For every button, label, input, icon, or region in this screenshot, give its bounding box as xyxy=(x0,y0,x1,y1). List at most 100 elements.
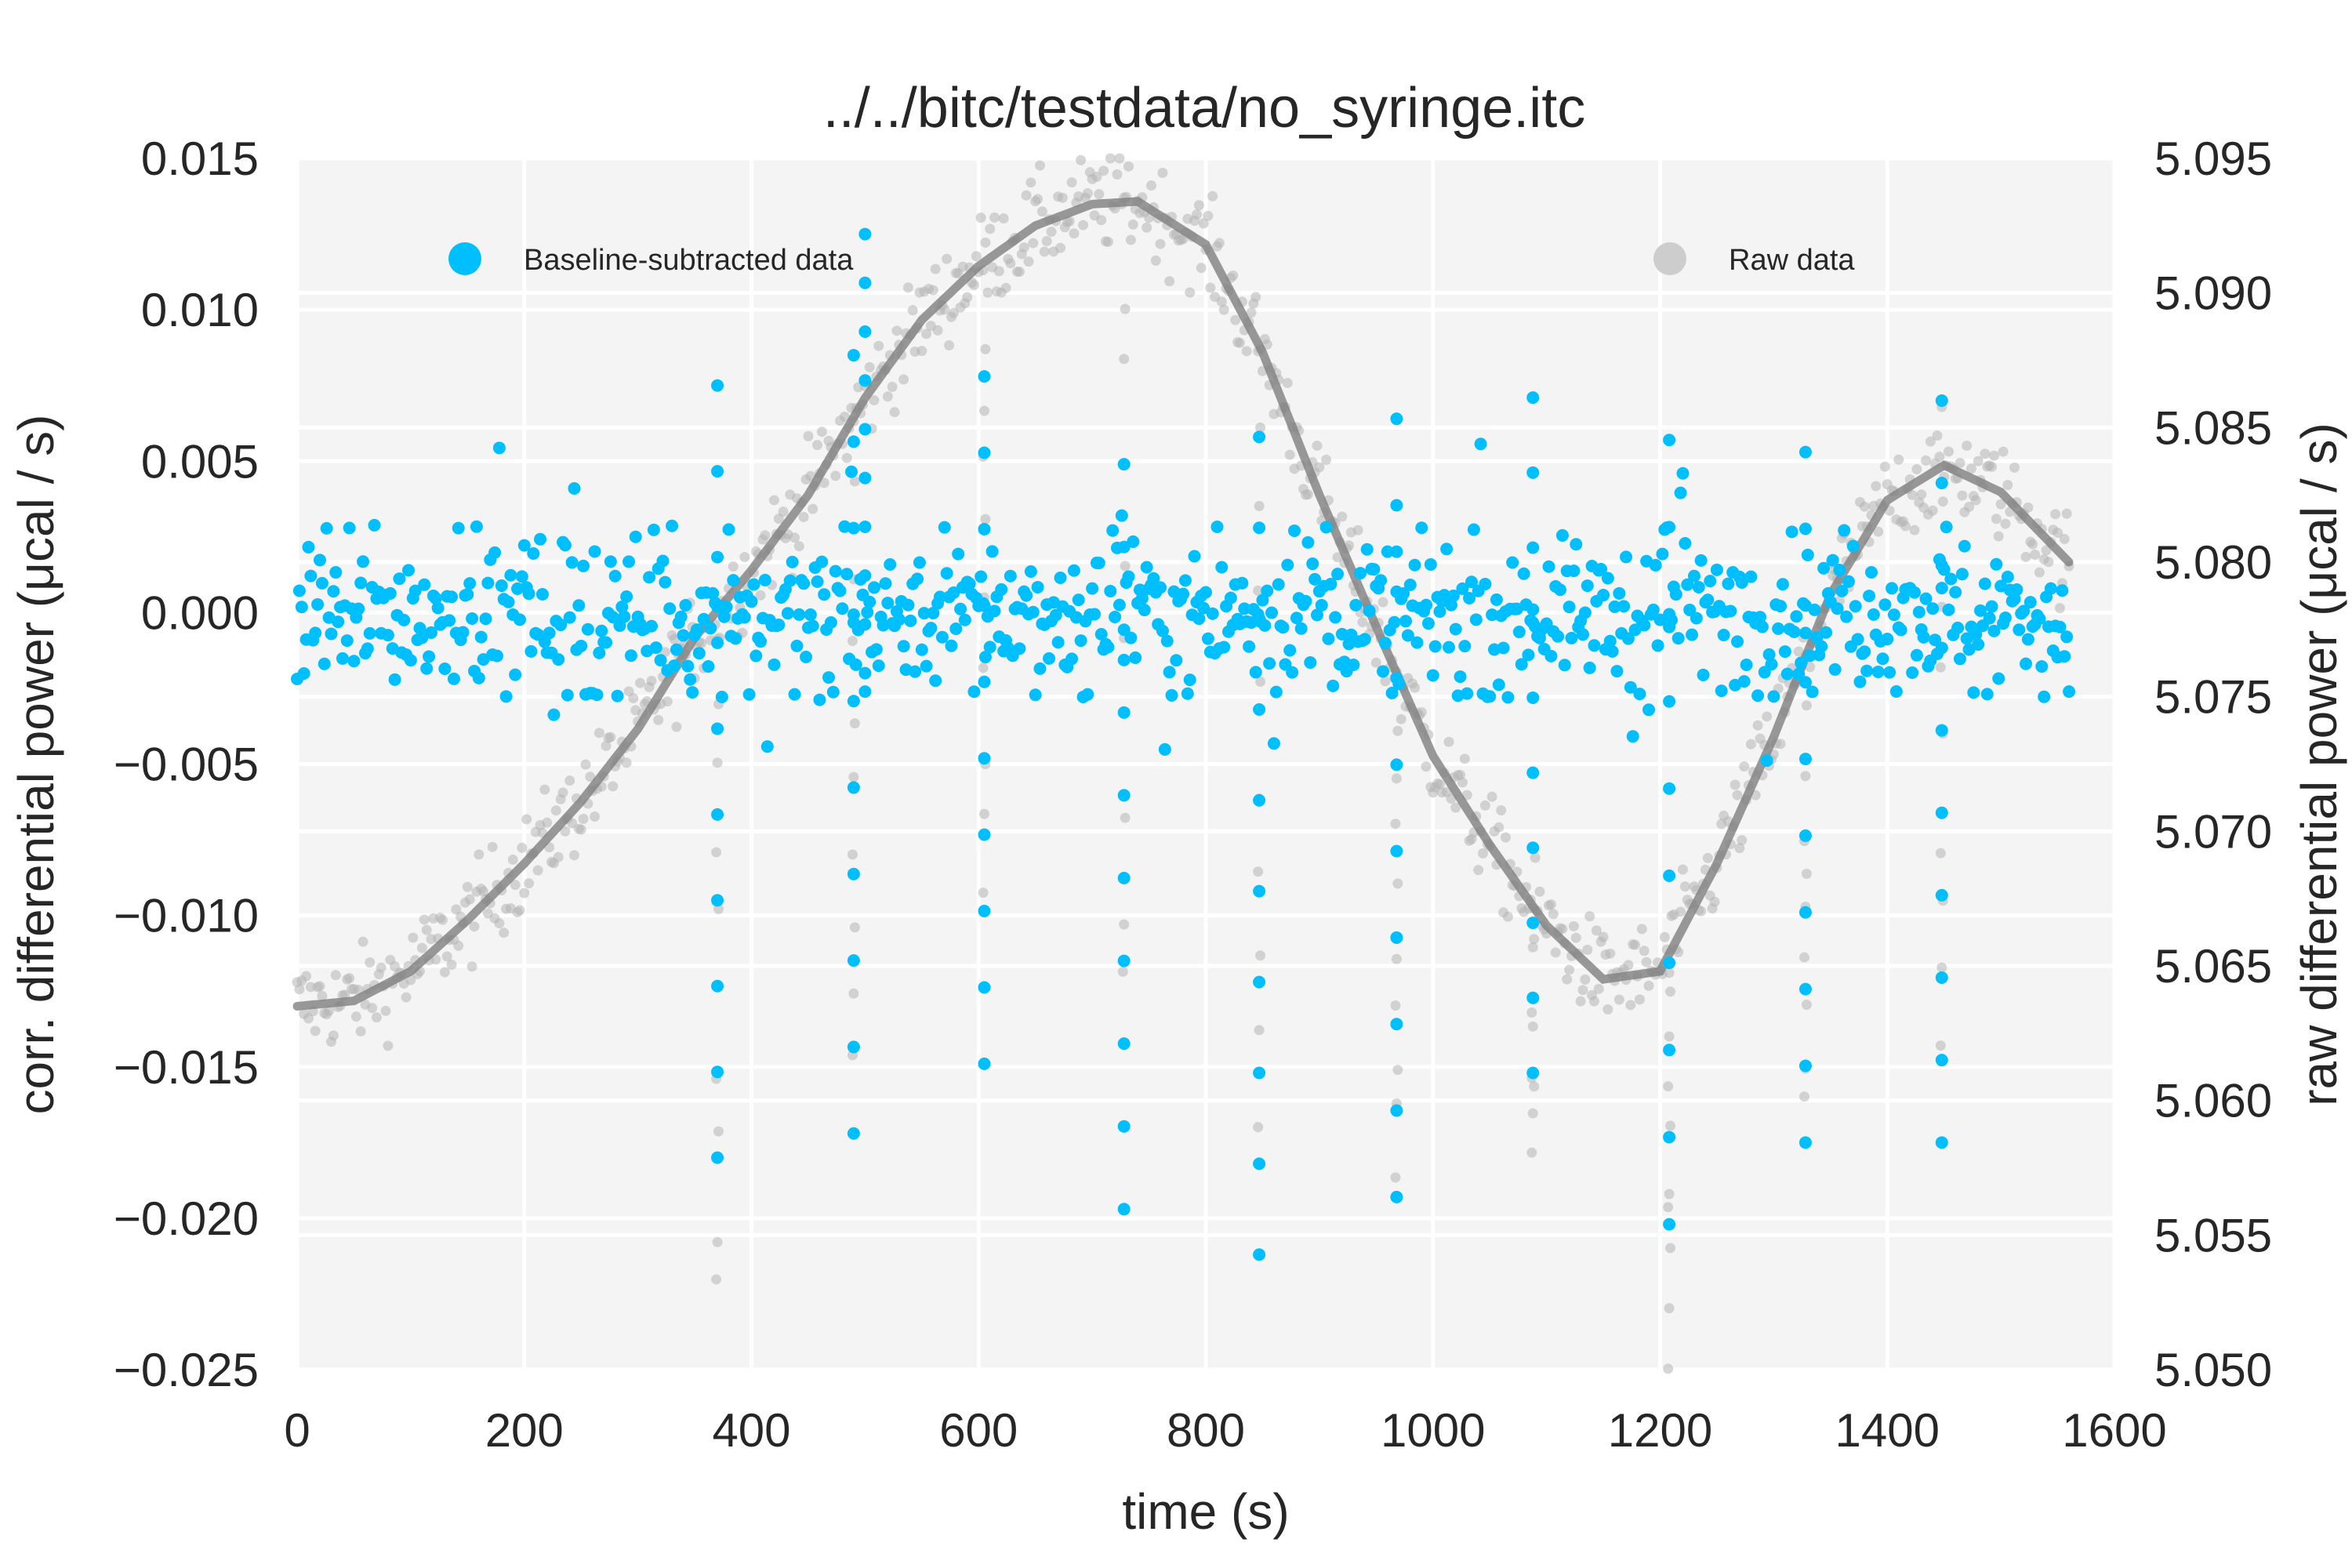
raw-data-point xyxy=(532,865,543,876)
raw-data-point xyxy=(1529,934,1540,945)
baseline-subtracted-point xyxy=(340,634,354,648)
raw-data-point xyxy=(1737,835,1748,846)
baseline-subtracted-point xyxy=(1663,1218,1676,1231)
baseline-subtracted-point xyxy=(1795,656,1808,670)
raw-data-point xyxy=(1739,761,1750,772)
baseline-subtracted-point xyxy=(1790,610,1803,623)
raw-data-point xyxy=(593,728,604,739)
baseline-subtracted-point xyxy=(677,629,690,642)
baseline-subtracted-point xyxy=(715,691,728,704)
baseline-subtracted-point xyxy=(978,981,991,994)
baseline-subtracted-point xyxy=(872,659,885,673)
baseline-subtracted-point xyxy=(659,575,672,589)
raw-data-point xyxy=(1253,1122,1264,1133)
raw-data-point xyxy=(1254,1025,1265,1036)
baseline-subtracted-point xyxy=(988,604,1001,618)
y2-tick-label: 5.070 xyxy=(2154,805,2272,858)
baseline-subtracted-point xyxy=(1256,593,1269,607)
baseline-subtracted-point xyxy=(1104,584,1117,597)
baseline-subtracted-point xyxy=(1358,633,1371,646)
baseline-subtracted-point xyxy=(1197,601,1210,615)
baseline-subtracted-point xyxy=(2038,690,2051,703)
y-tick-label: 0.015 xyxy=(141,132,259,185)
raw-data-point xyxy=(1907,489,1918,500)
baseline-subtracted-point xyxy=(1154,581,1167,594)
baseline-subtracted-point xyxy=(1935,971,1948,985)
raw-data-point xyxy=(1091,171,1102,182)
raw-data-point xyxy=(1018,242,1029,253)
baseline-subtracted-point xyxy=(863,595,877,608)
raw-data-point xyxy=(1582,945,1593,956)
raw-data-point xyxy=(1801,869,1812,880)
baseline-subtracted-point xyxy=(1299,594,1312,608)
raw-data-point xyxy=(1207,191,1218,201)
baseline-subtracted-point xyxy=(1329,611,1342,624)
baseline-subtracted-point xyxy=(588,545,601,558)
baseline-subtracted-point xyxy=(416,631,429,644)
baseline-subtracted-point xyxy=(1092,557,1105,570)
raw-data-point xyxy=(921,328,932,339)
raw-data-point xyxy=(453,940,464,951)
baseline-subtracted-point xyxy=(543,626,556,640)
baseline-subtracted-point xyxy=(1117,954,1131,967)
baseline-subtracted-point xyxy=(1390,672,1403,685)
baseline-subtracted-point xyxy=(1117,1120,1131,1133)
baseline-subtracted-point xyxy=(2058,650,2071,663)
baseline-subtracted-point xyxy=(2010,583,2024,597)
baseline-subtracted-point xyxy=(1013,642,1026,655)
baseline-subtracted-point xyxy=(1286,666,1299,679)
baseline-subtracted-point xyxy=(1415,521,1428,535)
baseline-subtracted-point xyxy=(858,276,872,289)
raw-data-point xyxy=(1284,449,1295,460)
baseline-subtracted-point xyxy=(388,673,401,686)
baseline-subtracted-point xyxy=(1826,554,1839,567)
baseline-subtracted-point xyxy=(1762,648,1776,661)
raw-data-point xyxy=(849,476,860,487)
baseline-subtracted-point xyxy=(577,559,590,572)
raw-data-point xyxy=(358,936,368,947)
baseline-subtracted-point xyxy=(1454,670,1467,684)
baseline-subtracted-point xyxy=(1218,641,1231,654)
raw-data-point xyxy=(1909,524,1920,535)
raw-data-point xyxy=(760,530,771,541)
baseline-subtracted-point xyxy=(1817,561,1831,575)
baseline-subtracted-point xyxy=(1955,568,1969,581)
raw-data-point xyxy=(848,988,859,999)
baseline-subtracted-point xyxy=(909,665,922,678)
raw-data-point xyxy=(1377,597,1388,608)
raw-data-point xyxy=(2020,551,2031,562)
baseline-subtracted-point xyxy=(1210,520,1224,533)
x-tick-label: 1400 xyxy=(1835,1404,1940,1457)
baseline-subtracted-point xyxy=(1127,535,1140,548)
baseline-subtracted-point xyxy=(1555,528,1569,542)
raw-data-point xyxy=(519,887,530,898)
baseline-subtracted-point xyxy=(1694,554,1708,567)
baseline-subtracted-point xyxy=(927,606,940,619)
raw-data-point xyxy=(2009,462,2020,473)
baseline-subtracted-point xyxy=(1158,742,1171,756)
baseline-subtracted-point xyxy=(1160,634,1174,648)
baseline-subtracted-point xyxy=(833,584,847,597)
baseline-subtracted-point xyxy=(490,649,503,662)
raw-data-point xyxy=(1584,911,1595,922)
baseline-subtracted-point xyxy=(1288,524,1301,537)
raw-data-point xyxy=(474,849,485,860)
baseline-subtracted-point xyxy=(363,626,376,640)
raw-data-point xyxy=(507,855,518,866)
raw-data-point xyxy=(662,696,673,707)
baseline-subtracted-point xyxy=(1515,658,1528,671)
raw-data-point xyxy=(1548,909,1559,920)
raw-data-point xyxy=(1392,878,1403,889)
baseline-subtracted-point xyxy=(1798,982,1812,996)
raw-data-point xyxy=(1205,282,1216,293)
baseline-subtracted-point xyxy=(1942,603,1955,616)
baseline-subtracted-point xyxy=(1987,624,2001,637)
raw-data-point xyxy=(902,282,913,293)
baseline-subtracted-point xyxy=(1663,956,1676,970)
baseline-subtracted-point xyxy=(1887,608,1900,622)
raw-data-point xyxy=(557,787,568,798)
raw-data-point xyxy=(907,305,918,316)
raw-data-point xyxy=(1216,296,1227,307)
baseline-subtracted-point xyxy=(1347,658,1360,671)
baseline-subtracted-point xyxy=(318,657,331,670)
